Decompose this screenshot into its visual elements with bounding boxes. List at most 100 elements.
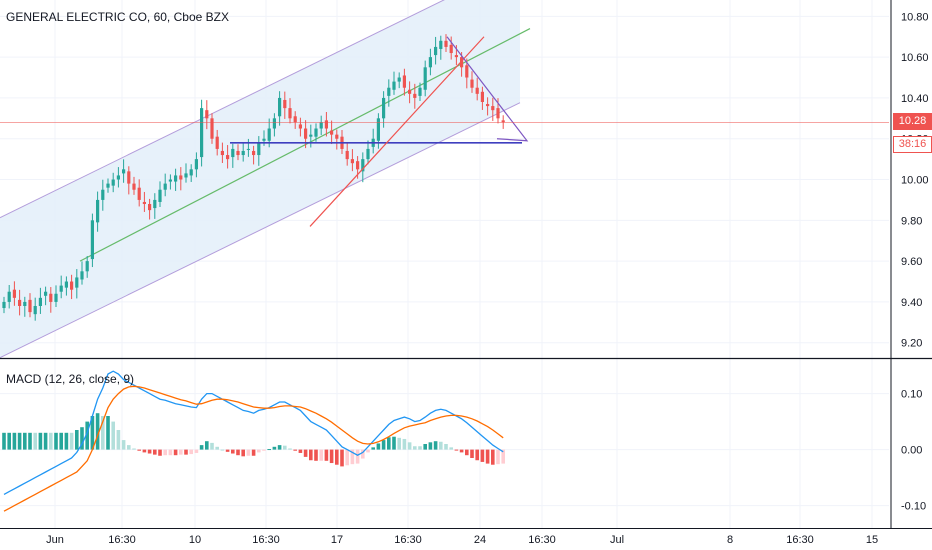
histogram-bar	[340, 449, 344, 467]
histogram-bar	[485, 449, 490, 464]
histogram-bar	[205, 441, 209, 450]
candle-body	[465, 65, 469, 78]
candle-body	[444, 40, 448, 47]
candle-body	[382, 97, 386, 119]
candle-body	[226, 155, 230, 160]
candle-body	[142, 201, 146, 204]
histogram-bar	[444, 444, 448, 450]
candle-body	[434, 46, 438, 56]
candle-body	[454, 55, 458, 58]
price-tick-label: 9.40	[901, 297, 922, 309]
candle-body	[376, 118, 380, 141]
histogram-bar	[303, 449, 308, 457]
candle-body	[439, 40, 443, 49]
price-tick-label: 10.40	[901, 93, 929, 105]
histogram-bar	[423, 444, 427, 450]
histogram-bar	[387, 437, 391, 450]
time-tick-label: 24	[474, 534, 486, 546]
macd-line	[3, 370, 504, 495]
candle-body	[174, 175, 178, 182]
channel-median-line	[79, 28, 531, 262]
candle-body	[85, 261, 89, 272]
histogram-bar	[428, 442, 433, 450]
histogram-bar	[147, 449, 152, 454]
candle-body	[288, 108, 292, 119]
histogram-bar	[17, 432, 22, 450]
histogram-bar	[257, 449, 261, 453]
candle-body	[231, 148, 235, 158]
histogram-bar	[298, 449, 303, 453]
histogram-bar	[407, 442, 412, 450]
candle-body	[168, 179, 172, 182]
candle-body	[132, 183, 136, 190]
histogram-bar	[439, 441, 443, 450]
histogram-bar	[277, 445, 282, 450]
candle-body	[428, 57, 432, 68]
histogram-bar	[168, 449, 173, 456]
histogram-bar	[236, 449, 240, 456]
histogram-bar	[470, 449, 474, 458]
histogram-bar	[345, 449, 349, 466]
histogram-bar	[361, 449, 365, 459]
candle-body	[179, 175, 183, 180]
candle-body	[80, 271, 84, 280]
histogram-bar	[350, 449, 355, 465]
histogram-bar	[64, 432, 69, 450]
time-tick-label: 10	[189, 534, 201, 546]
time-tick-label: 16:30	[394, 534, 422, 546]
drawn-trendlines	[0, 36, 889, 227]
candle-body	[470, 79, 474, 88]
histogram-bar	[158, 449, 162, 456]
histogram-bar	[132, 448, 136, 450]
candle-body	[262, 138, 266, 141]
candle-body	[106, 183, 110, 188]
candle-body	[189, 169, 193, 176]
time-tick-label: 16:30	[108, 534, 136, 546]
histogram-bar	[314, 449, 318, 461]
time-tick-label: 8	[727, 534, 733, 546]
candle-body	[7, 291, 11, 302]
candle-body	[194, 159, 198, 170]
histogram-bar	[319, 449, 323, 461]
candle-body	[298, 124, 302, 129]
symbol-title[interactable]: GENERAL ELECTRIC CO, 60, Cboe BZX	[6, 10, 229, 24]
candle-body	[392, 81, 396, 90]
histogram-bar	[402, 438, 407, 450]
histogram-bar	[220, 449, 225, 451]
last-price-tag: 10.28	[893, 113, 932, 130]
candle-body	[501, 120, 505, 123]
histogram-bar	[491, 449, 495, 465]
red-trendline	[309, 36, 485, 227]
candle-body	[418, 87, 422, 96]
histogram-bar	[106, 416, 110, 450]
macd-lines	[3, 370, 504, 512]
histogram-bar	[111, 421, 115, 450]
histogram-bar	[85, 421, 89, 450]
candle-body	[293, 116, 297, 123]
histogram-bar	[95, 413, 100, 450]
candle-body	[148, 204, 152, 211]
candle-body	[158, 189, 162, 202]
histogram-bar	[329, 449, 334, 464]
histogram-bar	[392, 436, 396, 450]
price-tick-label: 9.20	[901, 338, 922, 350]
candle-body	[64, 281, 68, 288]
candle-body	[304, 128, 308, 139]
histogram-bar	[184, 449, 188, 455]
candle-body	[475, 87, 479, 94]
candle-body	[163, 183, 167, 190]
candlestick-series	[2, 34, 505, 321]
histogram-bar	[231, 449, 235, 454]
histogram-bar	[116, 430, 121, 450]
histogram-bar	[90, 416, 95, 450]
macd-indicator-title[interactable]: MACD (12, 26, close, 9)	[6, 372, 135, 386]
macd-tick-label: -0.10	[901, 501, 926, 513]
histogram-bar	[33, 432, 37, 450]
price-tick-label: 10.60	[901, 52, 929, 64]
time-tick-label: 15	[866, 534, 878, 546]
candle-body	[449, 44, 453, 54]
candle-body	[127, 171, 131, 184]
candle-body	[12, 289, 16, 298]
candle-body	[408, 89, 412, 94]
